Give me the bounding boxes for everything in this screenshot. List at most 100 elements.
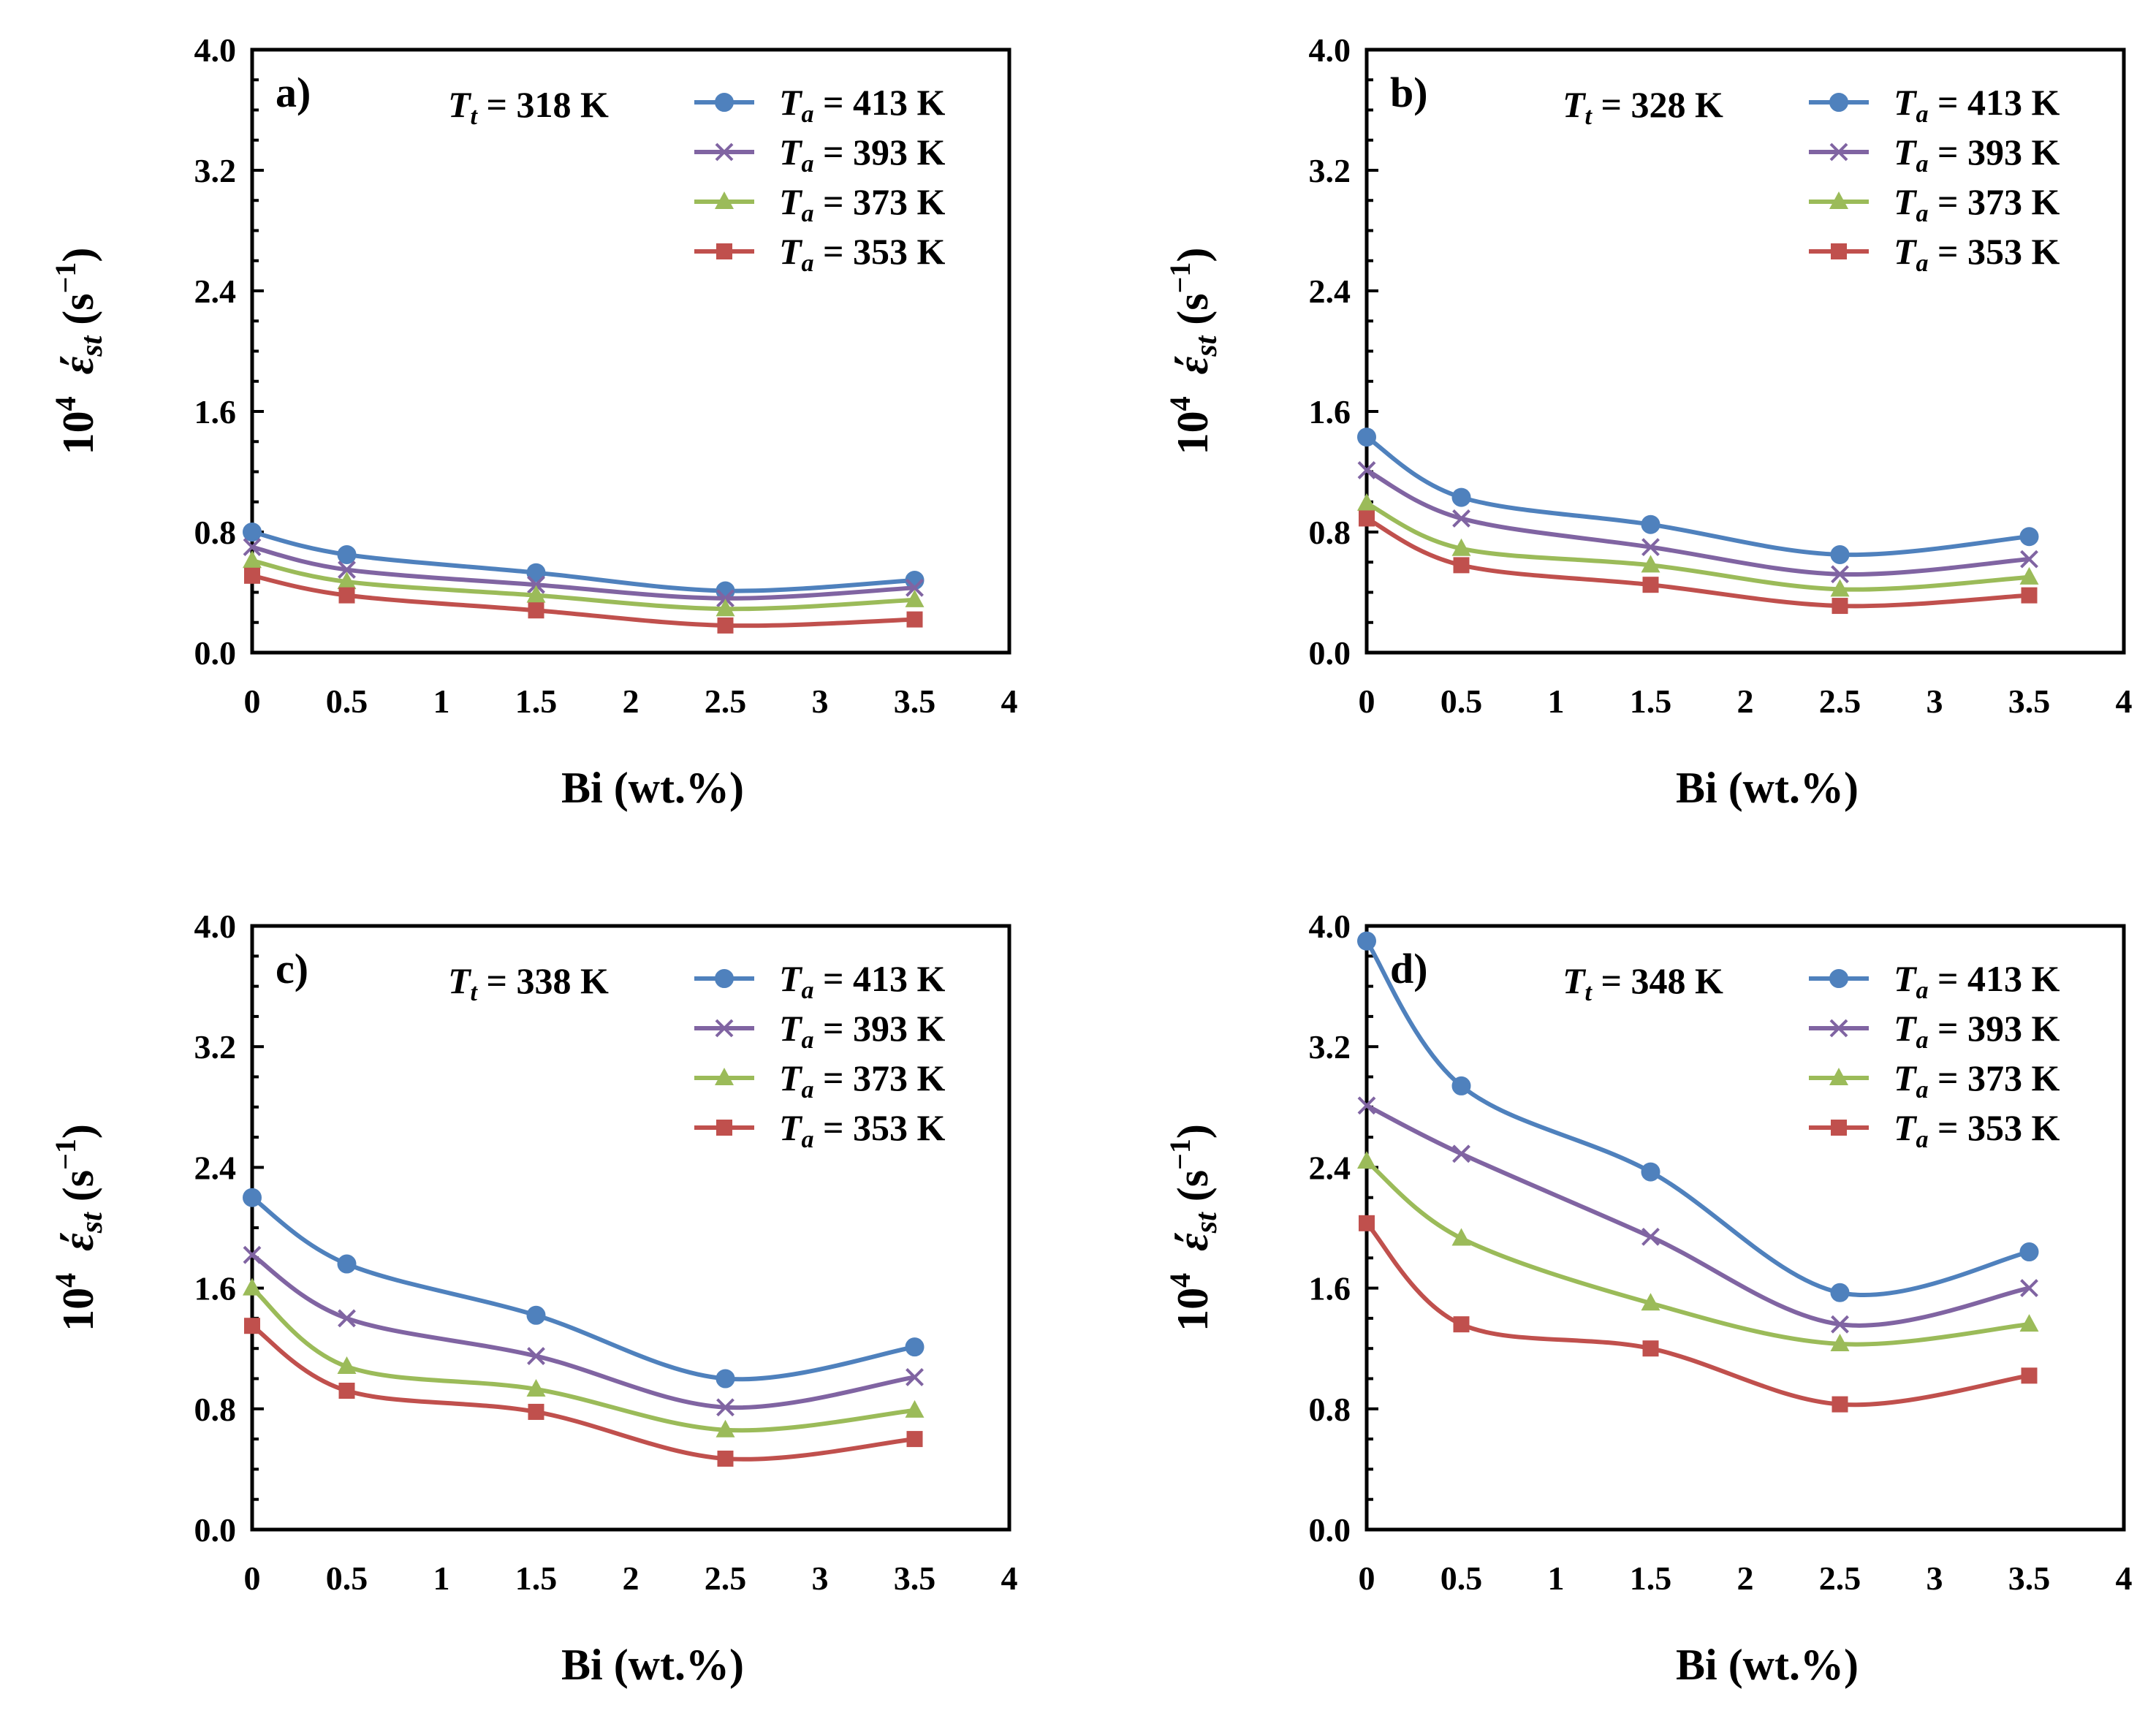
legend-label: Ta = 393 K xyxy=(1894,1008,2060,1054)
x-tick-label: 2 xyxy=(623,1560,639,1597)
x-tick-label: 0.5 xyxy=(1441,683,1483,720)
chart-panel-0: 0.0 0.8 1.6 2.4 3.2 4.0 0 0.5 1 1.5 2 2.5 3 3.5 4 Bi (w… xyxy=(49,31,1018,812)
y-tick-label: 1.6 xyxy=(1309,1270,1351,1307)
series-3 xyxy=(1359,1215,2038,1413)
legend-symbol: T xyxy=(1894,1008,1918,1049)
series-1 xyxy=(1357,461,2038,584)
data-point xyxy=(243,550,262,569)
legend-label: Ta = 353 K xyxy=(1894,1107,2060,1153)
y-title-space xyxy=(1169,374,1217,396)
tt-annotation: Tt = 318 K xyxy=(448,84,609,130)
y-tick-label: 4.0 xyxy=(194,908,237,945)
data-point xyxy=(337,544,357,564)
x-tick-label: 0 xyxy=(1359,683,1375,720)
data-point xyxy=(715,1369,735,1389)
data-point xyxy=(527,575,545,594)
legend-sub: a xyxy=(802,250,814,277)
x-tick-label: 0 xyxy=(244,683,261,720)
data-point xyxy=(1359,1215,1375,1231)
x-tick-label: 2 xyxy=(1737,1560,1754,1597)
y-title-close: ) xyxy=(54,248,102,262)
y-title-unit: (s xyxy=(54,293,102,335)
legend-symbol: T xyxy=(779,958,803,999)
data-point xyxy=(1453,557,1470,574)
tt-sub: t xyxy=(1585,103,1593,130)
x-tick-label: 2.5 xyxy=(1819,1560,1861,1597)
series-2 xyxy=(243,1277,925,1437)
y-title-symbol: έ xyxy=(54,1233,102,1251)
data-point xyxy=(1830,1283,1850,1302)
data-point xyxy=(1832,1396,1848,1413)
data-point xyxy=(906,578,924,597)
legend-sub: a xyxy=(1916,151,1929,178)
y-axis-title: 104 έst (s−1) xyxy=(49,248,109,455)
series-line xyxy=(1365,501,2030,592)
y-title-space xyxy=(54,374,102,396)
y-tick-label: 2.4 xyxy=(1309,1149,1351,1186)
tt-value: = 318 K xyxy=(477,84,609,125)
data-point xyxy=(338,561,356,579)
legend-marker xyxy=(1831,1120,1847,1136)
data-point xyxy=(1357,1096,1376,1115)
tt-sub: t xyxy=(1585,979,1593,1006)
x-tick-label: 3 xyxy=(812,683,829,720)
x-tick-label: 3 xyxy=(1927,683,1943,720)
series-line xyxy=(1365,1104,2030,1328)
data-point xyxy=(1641,1293,1660,1311)
legend-marker xyxy=(715,143,734,162)
x-tick-label: 4 xyxy=(2116,683,2133,720)
y-title-power: 4 xyxy=(49,1273,82,1288)
y-tick-label: 1.6 xyxy=(194,1270,237,1307)
data-point xyxy=(1452,1144,1470,1163)
x-tick-label: 0.5 xyxy=(326,1560,368,1597)
legend-sub: a xyxy=(1916,977,1929,1004)
data-point xyxy=(717,617,734,634)
series-line xyxy=(251,1253,915,1410)
legend-sub: a xyxy=(1916,101,1929,128)
data-point xyxy=(905,589,925,607)
data-point xyxy=(2019,566,2039,585)
series-2 xyxy=(1357,493,2039,597)
legend-symbol: T xyxy=(1894,958,1918,999)
series-0 xyxy=(1357,428,2039,564)
y-title-close: ) xyxy=(1169,1124,1217,1139)
legend-value: = 353 K xyxy=(814,231,946,272)
data-point xyxy=(527,1347,545,1365)
legend-sub: a xyxy=(802,101,814,128)
data-point xyxy=(337,571,357,590)
data-point xyxy=(244,567,260,584)
data-point xyxy=(906,1431,923,1448)
legend-marker xyxy=(716,1120,732,1136)
legend-sub: a xyxy=(1916,1126,1929,1153)
y-tick-label: 3.2 xyxy=(1309,152,1351,189)
data-point xyxy=(1357,428,1376,447)
x-tick-label: 1 xyxy=(433,683,450,720)
legend-label: Ta = 393 K xyxy=(1894,132,2060,178)
x-tick-label: 4 xyxy=(1001,683,1018,720)
legend-value: = 393 K xyxy=(814,1008,946,1049)
data-point xyxy=(906,1368,924,1386)
x-tick-label: 4 xyxy=(2116,1560,2133,1597)
y-title-unit: (s xyxy=(1169,293,1217,335)
y-title-sub: st xyxy=(75,335,109,357)
x-axis-title: Bi (wt.%) xyxy=(1676,1641,1859,1689)
legend-value: = 373 K xyxy=(814,181,946,222)
series-2 xyxy=(243,550,925,617)
legend-marker xyxy=(1829,1019,1848,1038)
legend-value: = 373 K xyxy=(1929,1057,2060,1098)
x-tick-label: 1 xyxy=(433,1560,450,1597)
legend-marker xyxy=(1829,1068,1848,1085)
legend-symbol: T xyxy=(1894,1057,1918,1098)
data-point xyxy=(905,1337,925,1357)
data-point xyxy=(2019,1314,2039,1332)
legend-marker xyxy=(715,191,734,209)
y-title-unit-power: −1 xyxy=(1164,1139,1196,1170)
tt-value: = 348 K xyxy=(1592,960,1723,1001)
y-tick-label: 3.2 xyxy=(194,1028,237,1066)
legend-symbol: T xyxy=(779,132,803,172)
x-tick-label: 3.5 xyxy=(2008,683,2051,720)
data-point xyxy=(1451,538,1471,556)
data-point xyxy=(526,585,546,603)
series-line xyxy=(1365,435,2030,558)
y-tick-label: 0.0 xyxy=(1309,1511,1351,1549)
